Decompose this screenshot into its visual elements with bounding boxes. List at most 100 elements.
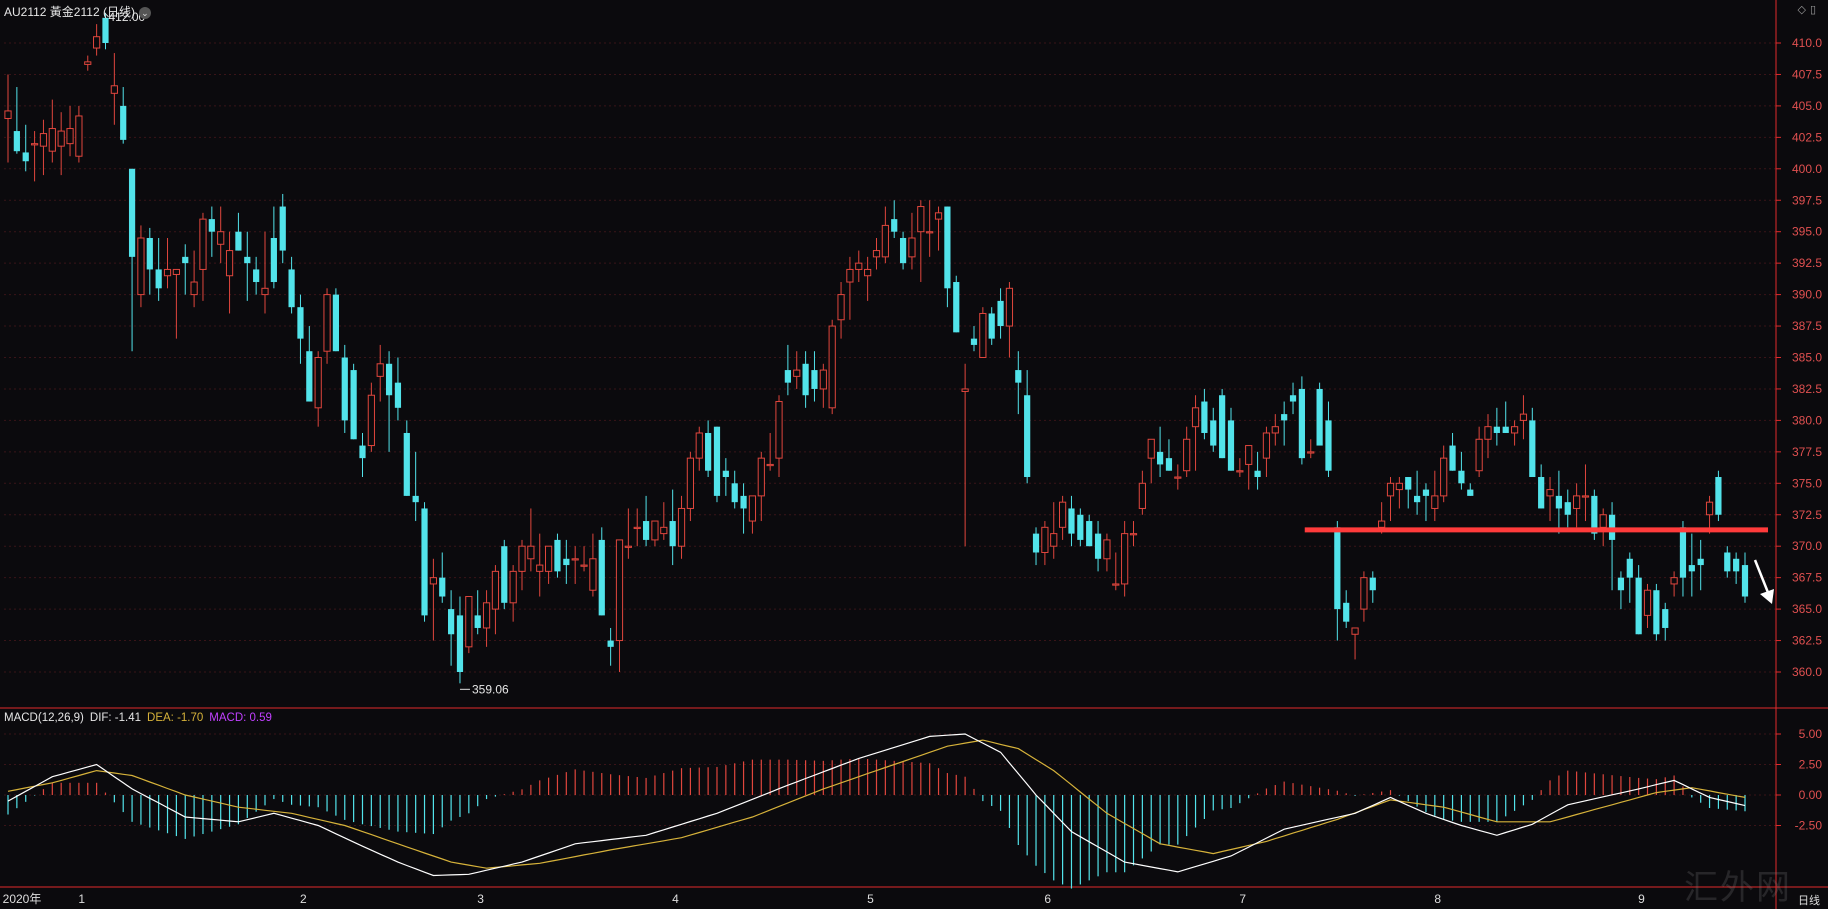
candle <box>1510 420 1519 446</box>
candle <box>1405 477 1412 509</box>
candle-body <box>624 545 632 548</box>
candle-body <box>509 570 517 604</box>
candle <box>456 596 464 684</box>
candle-body <box>793 369 801 377</box>
candle-body <box>13 131 20 152</box>
candle <box>1281 401 1288 446</box>
candle <box>979 307 987 358</box>
candle-body <box>1431 495 1439 509</box>
candle-body <box>934 212 943 220</box>
candle-body <box>1591 495 1598 534</box>
candle-body <box>1201 401 1208 433</box>
diamond-icon[interactable]: ◇ <box>1797 4 1806 16</box>
candle-body <box>615 539 624 642</box>
candle-body <box>1519 413 1528 421</box>
candle <box>350 363 357 440</box>
candle <box>571 546 579 584</box>
candle-body <box>1360 577 1368 610</box>
candle <box>421 502 428 622</box>
candle <box>172 268 180 339</box>
candle <box>1555 470 1562 534</box>
low-label: 359.06 <box>472 682 509 696</box>
candle-body <box>1413 495 1421 503</box>
candle-body <box>1573 495 1581 509</box>
x-tick-label: 6 <box>1044 892 1051 906</box>
candle <box>1254 451 1261 490</box>
candle-body <box>1156 451 1164 465</box>
candle <box>332 288 340 352</box>
candle-body <box>385 363 393 396</box>
candle <box>1475 426 1483 478</box>
candle-body <box>341 357 348 421</box>
candle <box>1519 395 1528 440</box>
candle-body <box>1369 577 1376 591</box>
macd-value: MACD: 0.59 <box>209 712 272 724</box>
candle-body <box>421 508 428 616</box>
candle <box>1165 439 1173 471</box>
candle-body <box>731 483 738 503</box>
candle-body <box>891 219 898 232</box>
candle <box>837 282 845 339</box>
candle-body <box>376 363 384 377</box>
candle-body <box>580 564 588 567</box>
candle-body <box>1653 590 1660 635</box>
candle-body <box>1210 420 1217 446</box>
candle <box>651 520 659 547</box>
candle-body <box>75 115 83 157</box>
high-label: 412.00 <box>108 10 145 24</box>
x-tick-label: 3 <box>477 892 484 906</box>
candle <box>1662 602 1669 641</box>
candle <box>997 288 1004 339</box>
candle-body <box>563 558 570 566</box>
chevron-down-icon[interactable]: ⌄ <box>138 6 151 19</box>
candle <box>359 432 366 478</box>
candle-body <box>1705 501 1714 516</box>
candle-body <box>190 281 198 296</box>
candle-body <box>899 237 907 264</box>
candle-body <box>314 357 322 409</box>
candle <box>518 539 526 591</box>
chart-title[interactable]: AU2112 黃金2112 (日线) ⌄ <box>4 3 151 20</box>
candle <box>102 12 109 50</box>
candle-body <box>1626 558 1633 578</box>
candle-body <box>872 250 881 258</box>
candle <box>1440 445 1448 503</box>
candle <box>1086 514 1093 547</box>
candle-body <box>1538 477 1545 509</box>
candle <box>917 200 925 283</box>
candle <box>297 294 304 364</box>
candle <box>1581 464 1590 522</box>
x-tick-label: 5 <box>867 892 874 906</box>
y-tick-label: 382.5 <box>1792 382 1822 396</box>
candle <box>1298 376 1305 465</box>
candle <box>1156 426 1164 478</box>
candle <box>1422 483 1430 522</box>
candle-body <box>944 206 951 289</box>
candle-body <box>137 237 145 296</box>
candle <box>660 502 668 540</box>
candle-body <box>1529 420 1536 478</box>
candle-body <box>22 152 29 162</box>
candle-body <box>837 294 845 321</box>
candle-body <box>1546 489 1554 497</box>
candle-body <box>456 615 464 672</box>
candle <box>253 256 260 295</box>
candle-body <box>1493 426 1500 433</box>
candle-body <box>1227 420 1235 471</box>
candle-body <box>970 338 978 345</box>
candle <box>1679 521 1687 597</box>
candle-body <box>501 546 508 603</box>
y-tick-label: 390.0 <box>1792 288 1822 302</box>
y-axis-ticks: 410.0 407.5 405.0 402.5 400.0 397.5 395.0 392.5… <box>1776 36 1822 833</box>
candle <box>1608 502 1616 591</box>
candle-body <box>1138 482 1146 509</box>
candle <box>1174 464 1182 490</box>
candle-body <box>819 369 827 390</box>
candle <box>75 105 83 163</box>
candle <box>1262 426 1271 478</box>
title-text: AU2112 黃金2112 (日线) <box>4 5 135 19</box>
window-icon[interactable]: ▯ <box>1809 4 1816 16</box>
candle <box>261 231 269 314</box>
candle-body <box>1449 445 1456 471</box>
y-tick-label: 362.5 <box>1792 634 1822 648</box>
